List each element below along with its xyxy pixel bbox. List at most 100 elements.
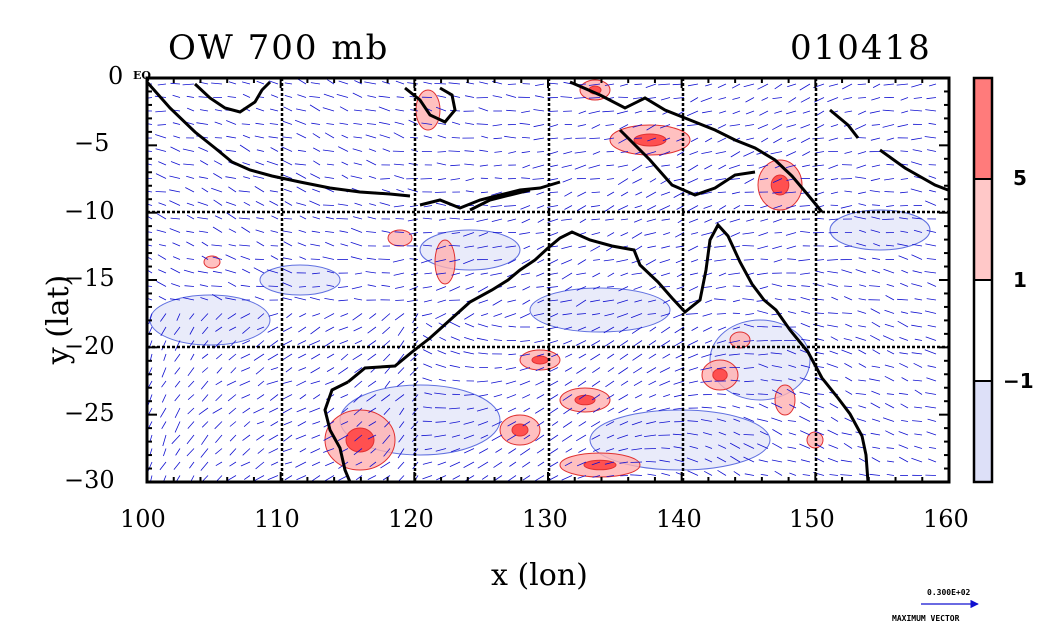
wind-vector: [577, 124, 587, 127]
wind-vector: [827, 283, 839, 287]
wind-vector: [228, 228, 237, 233]
wind-vector: [925, 243, 937, 247]
wind-vector: [215, 326, 223, 332]
wind-vector: [240, 313, 251, 319]
wind-vector: [477, 286, 489, 293]
wind-vector: [591, 434, 601, 440]
wind-vector: [311, 230, 321, 233]
wind-vector: [830, 336, 839, 341]
wind-vector: [549, 475, 559, 481]
wind-vector: [161, 394, 167, 403]
wind-vector: [452, 379, 461, 382]
wind-vector: [605, 448, 615, 452]
wind-vector: [201, 353, 209, 359]
wind-vector: [270, 230, 279, 233]
xtick-6: 160: [923, 505, 969, 533]
wind-vector: [533, 313, 545, 316]
wind-vector: [298, 286, 307, 288]
wind-vector: [479, 81, 489, 85]
wind-vector: [396, 96, 405, 98]
wind-vector: [161, 340, 167, 351]
wind-vector: [268, 285, 279, 287]
wind-vector: [686, 457, 699, 463]
wind-vector: [384, 380, 391, 389]
wind-vector: [533, 109, 545, 112]
wind-vector: [732, 191, 741, 195]
wind-vector: [872, 446, 881, 449]
wind-vector: [896, 83, 909, 86]
wind-vector: [844, 363, 853, 368]
wind-vector: [924, 310, 937, 314]
wind-vector: [812, 283, 825, 287]
wind-vector: [451, 137, 461, 139]
wind-vector: [869, 285, 881, 287]
wind-vector: [448, 150, 461, 152]
wind-vector: [744, 178, 755, 184]
wind-vector: [928, 447, 937, 449]
wind-vector: [644, 434, 657, 437]
wind-vector: [633, 97, 643, 100]
wind-vector: [561, 245, 573, 250]
wind-vector: [269, 190, 279, 193]
wind-vector: [505, 380, 517, 385]
wind-vector: [717, 137, 727, 143]
wind-vector: [493, 394, 503, 398]
wind-vector: [534, 340, 545, 343]
wind-vector: [216, 353, 223, 360]
wind-vector: [577, 205, 587, 211]
wind-vector: [886, 137, 895, 141]
wind-vector: [243, 176, 251, 179]
wind-vector: [774, 298, 783, 301]
wind-vector: [843, 97, 853, 100]
wind-vector: [714, 298, 727, 301]
wind-vector: [591, 232, 601, 236]
wind-vector: [480, 272, 489, 275]
wind-vector: [662, 353, 671, 359]
wind-vector: [296, 133, 307, 139]
wind-vector: [562, 178, 573, 183]
wind-vector: [270, 147, 279, 152]
wind-vector: [687, 124, 699, 127]
wind-vector: [397, 353, 405, 363]
wind-vector: [381, 284, 391, 287]
wind-vector: [800, 97, 811, 103]
wind-vector: [789, 472, 797, 476]
wind-vector: [911, 83, 923, 88]
wind-vector: [282, 230, 293, 233]
wind-vector: [579, 218, 587, 223]
wind-vector: [607, 272, 615, 278]
wind-vector: [858, 349, 867, 355]
wind-vector: [242, 162, 251, 166]
wind-vector: [312, 286, 321, 288]
wind-vector: [827, 97, 839, 103]
wind-vector: [312, 475, 321, 482]
wind-vector: [383, 448, 391, 457]
wind-vector: [604, 205, 615, 212]
wind-vector: [325, 231, 335, 233]
wind-vector: [352, 92, 363, 98]
wind-vector: [269, 340, 279, 348]
wind-vector: [186, 95, 195, 98]
wind-vector: [578, 110, 587, 114]
wind-vector: [225, 176, 237, 179]
wind-vector: [789, 404, 797, 409]
wind-vector: [393, 272, 405, 276]
wind-vector: [688, 394, 699, 397]
wind-vector: [536, 353, 545, 357]
wind-vector: [577, 475, 587, 479]
wind-vector: [227, 281, 237, 287]
wind-vector: [772, 442, 783, 449]
wind-vector: [633, 218, 643, 223]
wind-vector: [147, 394, 153, 406]
wind-vector: [870, 178, 881, 182]
wind-vector: [816, 259, 825, 261]
wind-vector: [227, 96, 237, 98]
wind-vector: [378, 106, 391, 112]
wind-vector: [365, 109, 377, 112]
wind-vector: [309, 407, 321, 413]
wind-vector: [284, 82, 293, 85]
wind-vector: [312, 421, 321, 425]
wind-vector: [606, 286, 615, 288]
wind-vector: [354, 340, 363, 345]
wind-vector: [182, 297, 195, 301]
